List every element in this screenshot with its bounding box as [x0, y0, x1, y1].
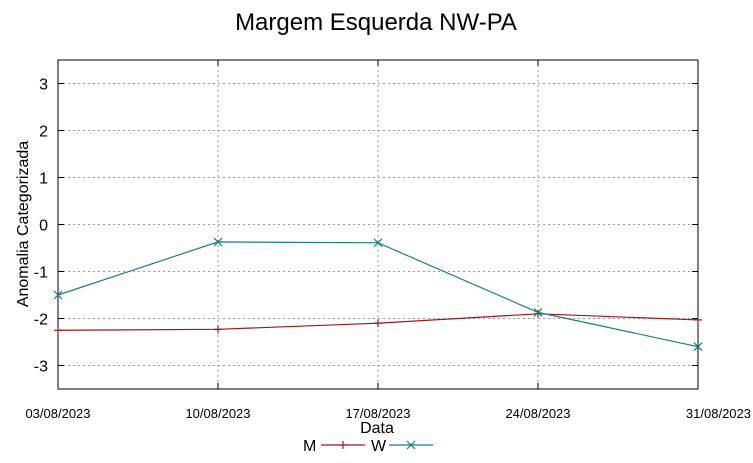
grid [57, 60, 699, 389]
legend-marker-m [339, 441, 347, 449]
y-tick-label: -2 [34, 312, 48, 329]
data-point-m [374, 319, 382, 328]
y-tick-label: -3 [34, 359, 48, 376]
x-axis-ticks: 03/08/2023 10/08/2023 17/08/2023 24/08/2023… [25, 60, 751, 421]
data-point-m [54, 326, 62, 335]
y-tick-label: -1 [34, 265, 48, 282]
data-point-w [213, 237, 223, 247]
y-tick-label: 0 [39, 218, 48, 235]
data-point-w [693, 342, 703, 352]
legend-marker-w [406, 440, 416, 450]
series-group [53, 237, 703, 352]
data-point-m [694, 315, 702, 324]
x-tick-label: 24/08/2023 [505, 406, 570, 421]
y-axis-label: Anomalia Categorizada [15, 141, 32, 307]
y-axis-ticks: 3 2 1 0 -1 -2 -3 [34, 77, 698, 376]
legend-label-w: W [371, 438, 387, 455]
y-tick-label: 2 [39, 124, 48, 141]
data-point-m [214, 325, 222, 334]
data-point-m [534, 309, 542, 318]
x-tick-label: 10/08/2023 [185, 406, 250, 421]
data-point-w [53, 290, 63, 300]
x-tick-label: 03/08/2023 [25, 406, 90, 421]
chart-title: Margem Esquerda NW-PA [235, 9, 517, 36]
x-tick-label: 31/08/2023 [686, 406, 751, 421]
data-point-w [533, 307, 543, 317]
y-tick-label: 3 [39, 77, 48, 94]
legend-label-m: M [303, 438, 316, 455]
x-axis-label: Data [360, 420, 394, 437]
x-tick-label: 17/08/2023 [345, 406, 410, 421]
data-point-w [373, 238, 383, 248]
y-tick-label: 1 [39, 171, 48, 188]
